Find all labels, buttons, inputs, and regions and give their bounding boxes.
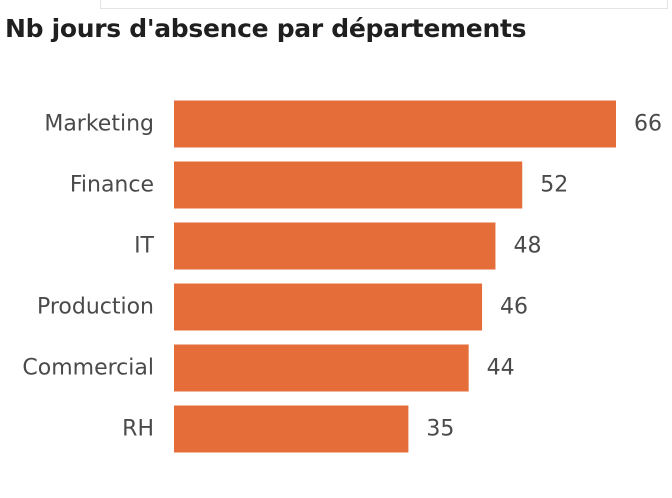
category-label: Production xyxy=(37,295,154,320)
category-label: IT xyxy=(134,234,154,259)
category-label: RH xyxy=(122,417,154,442)
data-label: 66 xyxy=(634,112,662,137)
data-label: 48 xyxy=(513,234,541,259)
category-label: Commercial xyxy=(22,356,154,381)
bar-rh[interactable] xyxy=(174,405,409,453)
visual-header-strip xyxy=(100,0,668,9)
bar-finance[interactable] xyxy=(174,161,523,209)
data-label: 46 xyxy=(500,295,528,320)
category-label: Marketing xyxy=(44,112,154,137)
chart-title: Nb jours d'absence par départements xyxy=(5,14,527,43)
bar-commercial[interactable] xyxy=(174,344,469,392)
bar-marketing[interactable] xyxy=(174,100,616,148)
bar-it[interactable] xyxy=(174,222,496,270)
category-label: Finance xyxy=(70,173,154,198)
data-label: 52 xyxy=(540,173,568,198)
bar-production[interactable] xyxy=(174,283,483,331)
data-label: 35 xyxy=(426,417,454,442)
data-label: 44 xyxy=(487,356,515,381)
